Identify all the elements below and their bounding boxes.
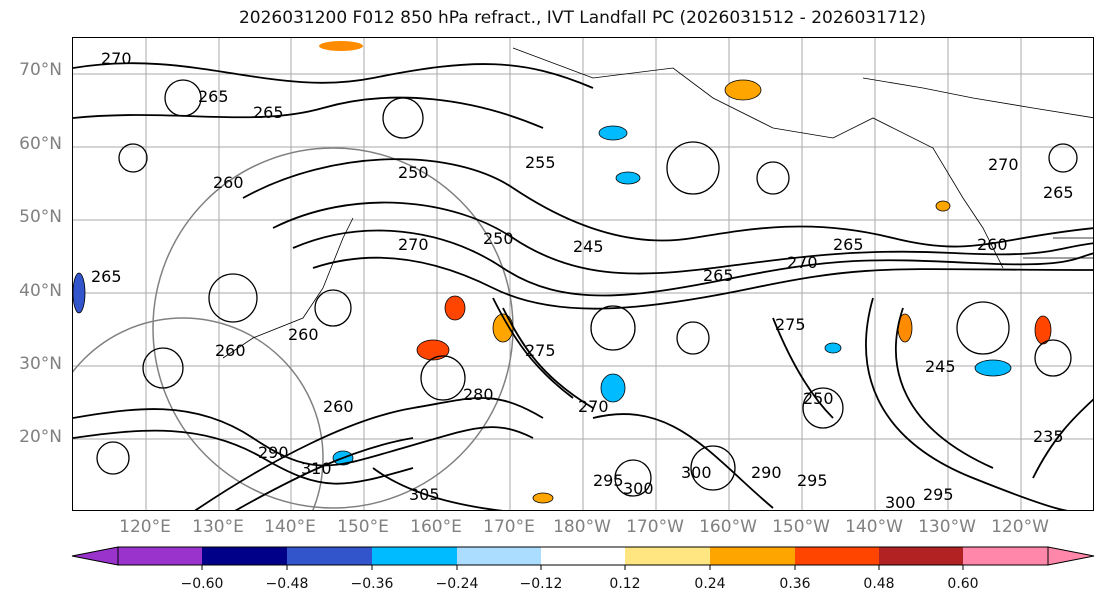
colorbar-swatch <box>287 547 372 565</box>
colorbar-tick-label: 0.24 <box>694 576 726 592</box>
contour-label: 250 <box>398 163 429 182</box>
contour-label: 310 <box>301 459 332 478</box>
contour-label: 270 <box>578 397 609 416</box>
contour-label: 270 <box>398 235 429 254</box>
lat-label-20n: 20°N <box>19 427 62 447</box>
contour-label: 290 <box>258 443 289 462</box>
lon-label-140e: 140°E <box>264 517 316 537</box>
colorbar-tick-label: −0.24 <box>435 576 479 592</box>
colorbar-tick-label: 0.48 <box>863 576 895 592</box>
contour-label: 265 <box>253 103 284 122</box>
shaded-anomalies <box>73 41 1052 504</box>
contours <box>73 62 1093 510</box>
contour-label: 250 <box>803 389 834 408</box>
contour-label: 275 <box>525 341 556 360</box>
contour-label: 275 <box>775 315 806 334</box>
contour-label: 305 <box>409 485 440 504</box>
lon-label-150w: 150°W <box>772 517 830 537</box>
contour-label: 235 <box>1033 427 1064 446</box>
contour-label: 250 <box>483 229 514 248</box>
colorbar-swatch <box>541 547 625 565</box>
contour-label: 260 <box>215 341 246 360</box>
minor-contours <box>96 79 1078 497</box>
contour-label: 260 <box>323 397 354 416</box>
gridlines <box>73 38 1093 510</box>
colorbar-swatch <box>372 547 457 565</box>
contour-label: 265 <box>198 87 229 106</box>
colorbar-swatch <box>963 547 1048 565</box>
lon-label-160e: 160°E <box>410 517 462 537</box>
contour-label: 280 <box>463 385 494 404</box>
contour-label: 300 <box>681 463 712 482</box>
lat-label-50n: 50°N <box>19 207 62 227</box>
colorbar-swatch <box>202 547 287 565</box>
lon-label-120w: 120°W <box>991 517 1049 537</box>
contour-label: 245 <box>573 237 604 256</box>
contour-label: 265 <box>91 267 122 286</box>
colorbar-swatch <box>625 547 710 565</box>
colorbar-swatch <box>879 547 963 565</box>
contour-label: 265 <box>833 235 864 254</box>
lon-label-140w: 140°W <box>845 517 903 537</box>
contour-label: 260 <box>288 325 319 344</box>
map-panel: 270 265 265 260 250 255 270 250 245 265 … <box>72 37 1094 511</box>
lat-label-30n: 30°N <box>19 354 62 374</box>
contour-label: 260 <box>977 235 1008 254</box>
lon-label-170w: 170°W <box>626 517 684 537</box>
lon-label-160w: 160°W <box>699 517 757 537</box>
colorbar-tick-label: −0.48 <box>265 576 309 592</box>
lat-label-60n: 60°N <box>19 134 62 154</box>
contour-label: 295 <box>923 485 954 504</box>
contour-label: 255 <box>525 153 556 172</box>
lon-label-130e: 130°E <box>192 517 244 537</box>
colorbar-swatch <box>118 547 202 565</box>
lon-label-130w: 130°W <box>918 517 976 537</box>
contour-label: 270 <box>787 253 818 272</box>
lon-label-120e: 120°E <box>119 517 171 537</box>
contour-label: 265 <box>703 266 734 285</box>
colorbar-ticks <box>201 565 964 570</box>
lon-label-170e: 170°E <box>483 517 535 537</box>
contour-labels: 270 265 265 260 250 255 270 250 245 265 … <box>91 49 1074 511</box>
colorbar-tick-label: −0.12 <box>519 576 563 592</box>
colorbar-outline <box>117 546 1049 566</box>
colorbar-tick-label: 0.12 <box>609 576 641 592</box>
contour-label: 290 <box>751 463 782 482</box>
lon-label-180w: 180°W <box>553 517 611 537</box>
contour-label: 295 <box>797 471 828 490</box>
colorbar-swatches <box>71 546 1095 566</box>
contour-label: 295 <box>593 471 624 490</box>
colorbar-tick-label: −0.36 <box>350 576 394 592</box>
contour-label: 270 <box>988 155 1019 174</box>
lat-label-70n: 70°N <box>19 60 62 80</box>
contour-label: 300 <box>885 493 916 511</box>
map-title: 2026031200 F012 850 hPa refract., IVT La… <box>238 8 926 28</box>
colorbar-tick-label: −0.60 <box>180 576 224 592</box>
contour-label: 245 <box>925 357 956 376</box>
lon-label-150e: 150°E <box>337 517 389 537</box>
colorbar-swatch <box>710 547 795 565</box>
contour-label: 260 <box>213 173 244 192</box>
colorbar-extend-max <box>1047 546 1095 566</box>
map-canvas: 270 265 265 260 250 255 270 250 245 265 … <box>73 38 1093 511</box>
lat-label-40n: 40°N <box>19 281 62 301</box>
colorbar-extend-min <box>71 546 119 566</box>
contour-label: 265 <box>1043 183 1074 202</box>
contour-label: 270 <box>101 49 132 68</box>
contour-label: 300 <box>623 479 654 498</box>
colorbar-tick-label: 0.60 <box>947 576 979 592</box>
coastlines <box>222 47 1093 359</box>
colorbar-swatch <box>457 547 541 565</box>
colorbar-swatch <box>795 547 879 565</box>
colorbar-tick-label: 0.36 <box>779 576 811 592</box>
